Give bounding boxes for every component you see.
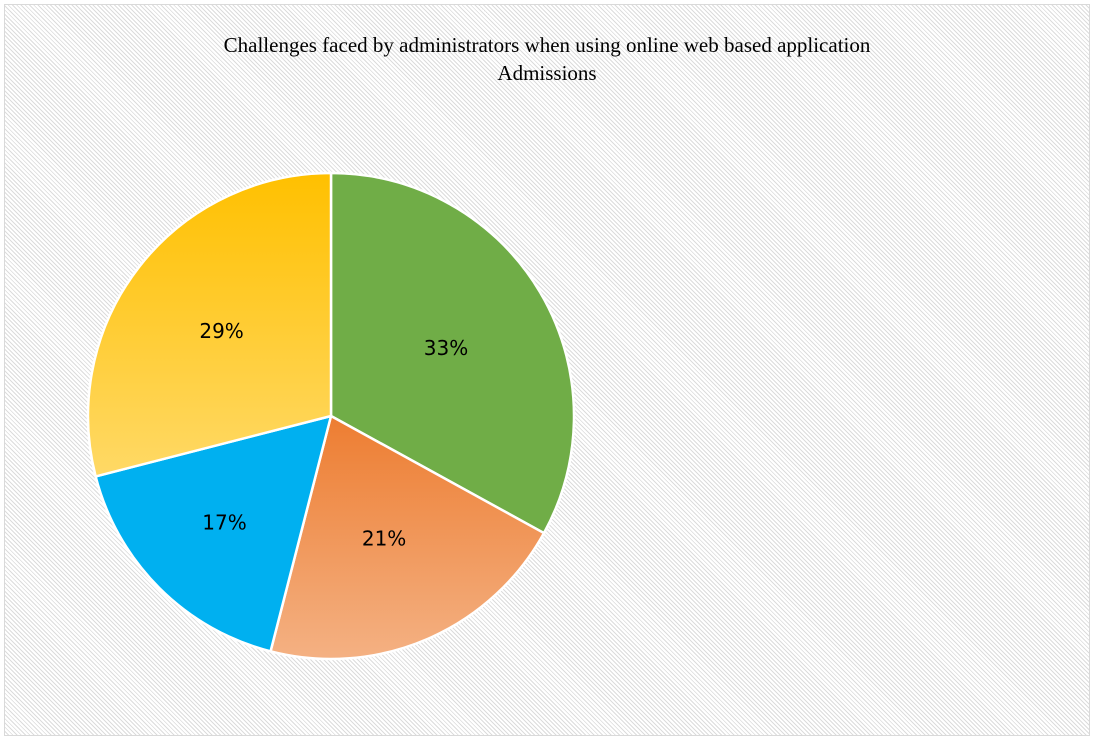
slice-data-label: 33% bbox=[424, 336, 468, 360]
slice-data-label: 29% bbox=[199, 319, 243, 343]
slice-data-label: 17% bbox=[202, 511, 246, 535]
chart-title-line: Challenges faced by administrators when … bbox=[223, 33, 871, 57]
pie-slice bbox=[269, 414, 546, 661]
pie-slices bbox=[86, 171, 576, 661]
pie-labels: 33% 21% 17% 29% bbox=[199, 319, 468, 551]
slice-data-label: 21% bbox=[362, 527, 406, 551]
chart-title: Challenges faced by administrators when … bbox=[5, 31, 1089, 87]
pie-slice bbox=[86, 171, 333, 478]
pie-slice bbox=[329, 171, 576, 535]
pie-slice bbox=[94, 414, 333, 653]
chart-subtitle: Admissions bbox=[497, 61, 597, 85]
